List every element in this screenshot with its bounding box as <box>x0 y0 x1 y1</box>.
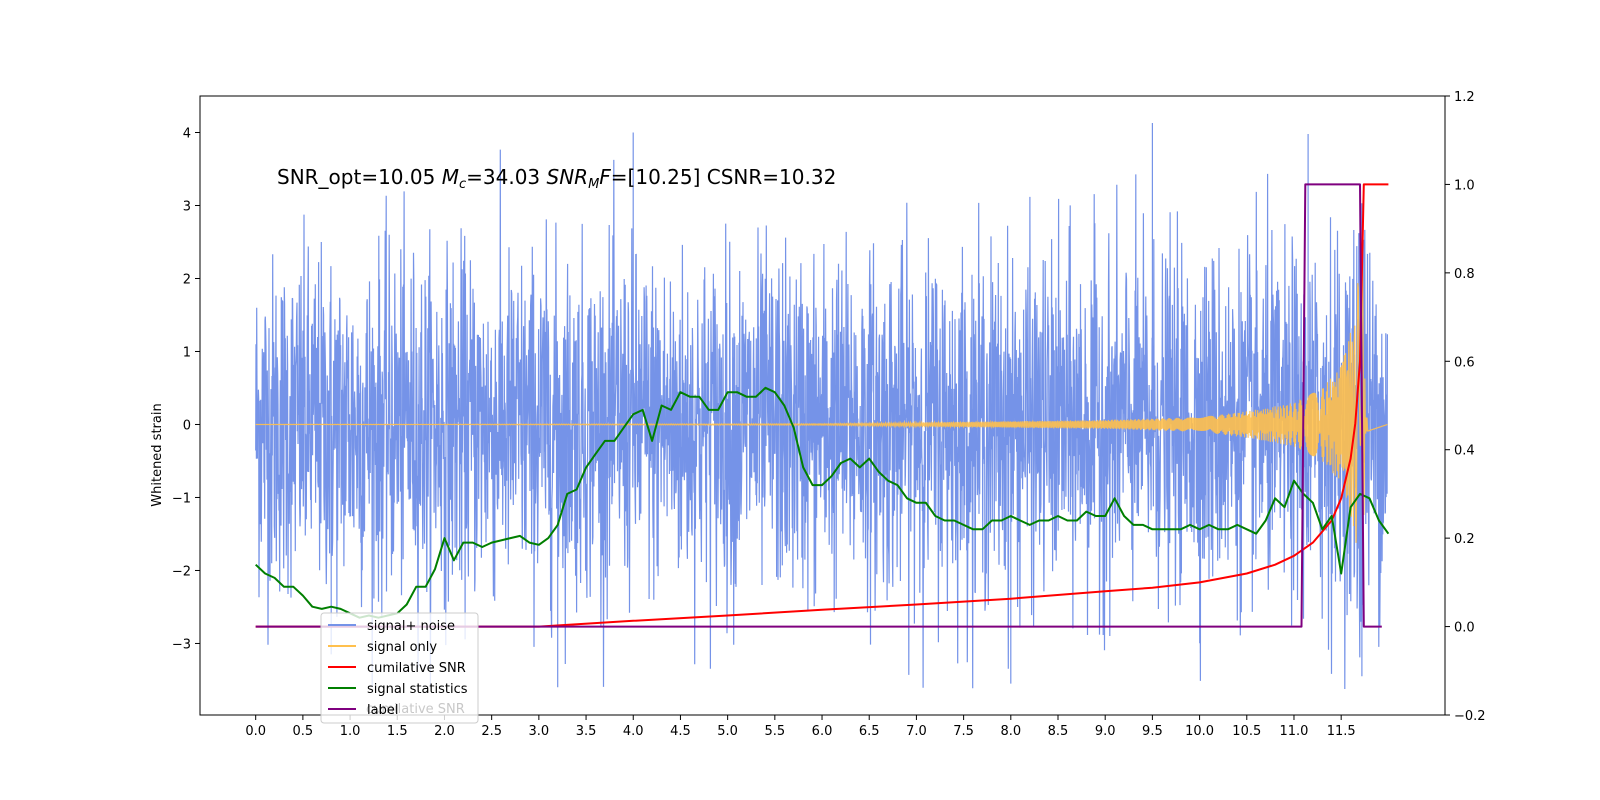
x-tick-label: 5.0 <box>717 724 738 739</box>
y-axis-left-title: Whitened strain <box>150 403 165 506</box>
x-tick-label: 1.0 <box>340 724 361 739</box>
x-tick-label: 9.5 <box>1142 724 1163 739</box>
annotation-snr-subscript: M <box>588 177 599 192</box>
x-tick-label: 0.0 <box>245 724 266 739</box>
x-tick-label: 6.0 <box>812 724 833 739</box>
x-tick-label: 8.5 <box>1048 724 1069 739</box>
legend-label: label <box>367 703 398 718</box>
x-tick-label: 10.0 <box>1185 724 1214 739</box>
y-right-tick-label: 0.6 <box>1454 355 1475 370</box>
y-right-tick-label: 1.2 <box>1454 90 1475 105</box>
legend-label: signal only <box>367 640 437 655</box>
y-right-tick-label: −0.2 <box>1454 709 1486 724</box>
series-layer <box>255 123 1390 690</box>
legend: cumilative SNR signal+ noise signal only c… <box>320 612 479 724</box>
annotation-part-1: SNR_opt=10.05 <box>277 165 442 189</box>
x-tick-label: 7.0 <box>906 724 927 739</box>
x-tick-label: 0.5 <box>293 724 314 739</box>
x-tick-label: 7.5 <box>953 724 974 739</box>
x-tick-label: 1.5 <box>387 724 408 739</box>
annotation-snr-symbol: SNR <box>547 165 589 189</box>
chart-annotation: SNR_opt=10.05 Mc=34.03 SNRMF=[10.25] CSN… <box>277 165 836 192</box>
x-tick-label: 10.5 <box>1232 724 1261 739</box>
y-left-tick-label: 0 <box>183 418 191 433</box>
annotation-snr-f: F <box>599 165 611 189</box>
y-right-tick-label: 0.2 <box>1454 532 1475 547</box>
plot-area <box>255 123 1390 690</box>
y-left-tick-label: 1 <box>183 345 191 360</box>
x-tick-label: 3.5 <box>576 724 597 739</box>
legend-label: signal+ noise <box>367 619 455 634</box>
series-cumulative-snr-line <box>255 183 1389 628</box>
y-right-tick-label: 0.4 <box>1454 444 1475 459</box>
annotation-mc-symbol: M <box>442 165 459 189</box>
legend-label: cumilative SNR <box>367 661 466 676</box>
series-signal-only-line <box>255 262 1388 543</box>
y-left-tick-label: 4 <box>183 126 191 141</box>
x-tick-label: 4.5 <box>670 724 691 739</box>
y-axis-right: 1.2 1.0 0.8 0.6 0.4 0.2 0.0 −0.2 <box>1445 90 1486 724</box>
series-signal-statistics-line <box>255 386 1390 619</box>
y-left-tick-label: −3 <box>172 637 191 652</box>
y-left-tick-label: −1 <box>172 491 191 506</box>
legend-entries: signal+ noise signal only cumilative SNR si… <box>328 619 468 718</box>
x-tick-label: 2.5 <box>481 724 502 739</box>
y-left-tick-label: 2 <box>183 272 191 287</box>
y-right-tick-label: 1.0 <box>1454 178 1475 193</box>
legend-ghost-text: cumilative SNR <box>366 702 465 717</box>
y-left-tick-label: −2 <box>172 564 191 579</box>
x-tick-label: 5.5 <box>764 724 785 739</box>
legend-box <box>320 612 479 724</box>
series-signal-noise-line <box>255 123 1388 690</box>
x-tick-label: 6.5 <box>859 724 880 739</box>
y-right-tick-label: 0.0 <box>1454 621 1475 636</box>
x-tick-label: 3.0 <box>529 724 550 739</box>
x-axis: 0.0 0.5 1.0 1.5 2.0 2.5 3.0 3.5 4.0 4.5 5.0 5.5 6.0 6… <box>245 715 1356 739</box>
x-tick-label: 11.5 <box>1327 724 1356 739</box>
legend-label: signal statistics <box>367 682 468 697</box>
x-tick-label: 4.0 <box>623 724 644 739</box>
x-tick-label: 9.0 <box>1095 724 1116 739</box>
annotation-part-3: =[10.25] CSNR=10.32 <box>611 165 837 189</box>
x-tick-label: 11.0 <box>1279 724 1308 739</box>
y-left-tick-label: 3 <box>183 199 191 214</box>
x-tick-label: 2.0 <box>434 724 455 739</box>
series-label-line <box>255 183 1382 628</box>
annotation-part-2: =34.03 <box>466 165 546 189</box>
x-tick-label: 8.0 <box>1000 724 1021 739</box>
annotation-mc-subscript: c <box>459 177 466 192</box>
y-axis-left: 4 3 2 1 0 −1 −2 −3 <box>172 126 200 652</box>
y-right-tick-label: 0.8 <box>1454 267 1475 282</box>
